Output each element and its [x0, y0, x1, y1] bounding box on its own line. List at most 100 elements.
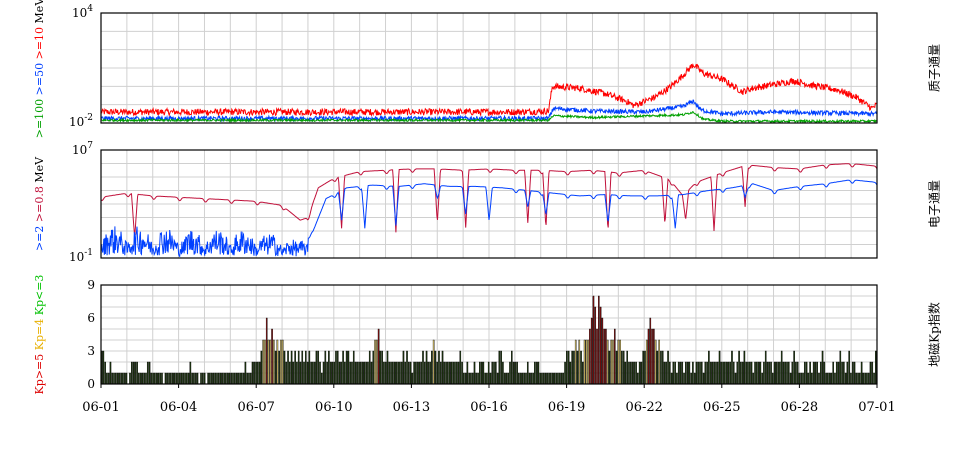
- kp-bar: [622, 350, 625, 385]
- kp-bar: [761, 372, 763, 385]
- kp-bar: [450, 361, 453, 385]
- kp-bar: [491, 361, 494, 385]
- kp-bar: [612, 339, 614, 385]
- kp-bar: [626, 350, 628, 385]
- kp-bar: [544, 372, 547, 385]
- kp-bar: [336, 350, 339, 385]
- kp-bar: [200, 372, 202, 385]
- kp-bar: [434, 350, 437, 385]
- kp-bar: [443, 361, 446, 385]
- kp-bar: [484, 372, 486, 385]
- kp-bar: [351, 361, 353, 385]
- y-label-part: >=100: [33, 99, 46, 138]
- kp-bar: [816, 361, 818, 385]
- kp-bar: [305, 350, 307, 385]
- kp-bar: [782, 361, 785, 385]
- kp-bar: [821, 350, 824, 385]
- kp-bar: [598, 295, 600, 385]
- kp-bar: [360, 361, 362, 385]
- kp-bar: [615, 350, 618, 385]
- kp-bar: [438, 350, 440, 385]
- kp-bar: [170, 372, 172, 385]
- kp-bar: [512, 361, 515, 385]
- kp-bar: [333, 361, 335, 385]
- kp-bar: [502, 361, 504, 385]
- kp-bar: [869, 361, 872, 385]
- kp-bar: [384, 361, 387, 385]
- kp-bar: [189, 361, 192, 385]
- kp-bar: [566, 350, 568, 385]
- kp-bar: [528, 372, 531, 385]
- kp-bar: [111, 372, 114, 385]
- kp-bar: [534, 361, 536, 385]
- electron-series-1: [100, 179, 878, 258]
- kp-bar: [249, 372, 252, 385]
- kp-bar: [242, 372, 245, 385]
- kp-bar: [713, 361, 716, 385]
- y-label-part: Kp=4: [33, 319, 46, 354]
- x-tick-label: 06-13: [393, 400, 430, 415]
- kp-bar: [587, 339, 589, 385]
- kp-bar: [447, 361, 449, 385]
- kp-bar: [823, 361, 826, 385]
- kp-bar: [116, 372, 119, 385]
- kp-bar: [186, 372, 188, 385]
- kp-bar: [237, 372, 240, 385]
- kp-bar: [795, 361, 797, 385]
- kp-bar: [706, 361, 708, 385]
- kp-bar: [832, 361, 834, 385]
- kp-bar: [155, 372, 158, 385]
- kp-bar: [223, 372, 225, 385]
- kp-bar: [773, 361, 776, 385]
- kp-bar: [349, 361, 351, 385]
- kp-bar: [123, 372, 126, 385]
- kp-bar: [344, 361, 346, 385]
- kp-bar: [637, 372, 639, 385]
- kp-bar: [399, 361, 401, 385]
- kp-bar: [390, 361, 392, 385]
- kp-bar: [759, 361, 762, 385]
- kp-bar: [676, 372, 678, 385]
- kp-bar: [423, 361, 426, 385]
- kp-bar: [701, 361, 703, 385]
- kp-bar: [233, 372, 236, 385]
- kp-bar: [558, 372, 561, 385]
- kp-bar: [843, 361, 845, 385]
- kp-bar: [297, 350, 300, 385]
- kp-bar: [320, 372, 323, 385]
- kp-bar: [173, 372, 176, 385]
- kp-bar: [255, 361, 257, 385]
- kp-bar: [686, 361, 689, 385]
- kp-bar: [695, 361, 698, 385]
- kp-bar: [361, 361, 364, 385]
- kp-bar: [246, 372, 248, 385]
- kp-bar: [542, 372, 545, 385]
- kp-bar: [120, 372, 122, 385]
- proton-panel-title: 质子通量: [928, 44, 942, 92]
- kp-bar: [411, 372, 414, 385]
- kp-bar: [862, 372, 865, 385]
- kp-bar: [523, 372, 526, 385]
- kp-bar: [557, 372, 559, 385]
- kp-bar: [800, 372, 803, 385]
- kp-bar: [130, 361, 133, 385]
- kp-bar: [278, 350, 280, 385]
- kp-bar: [573, 350, 575, 385]
- kp-bar: [628, 361, 630, 385]
- kp-bar: [772, 372, 774, 385]
- kp-bar: [322, 361, 325, 385]
- kp-bar: [342, 350, 344, 385]
- x-tick-label: 06-22: [625, 400, 662, 415]
- kp-bar: [459, 350, 462, 385]
- kp-bar: [152, 372, 154, 385]
- kp-bar: [164, 372, 167, 385]
- kp-bar: [368, 350, 371, 385]
- kp-bar: [681, 361, 684, 385]
- kp-bar: [702, 372, 705, 385]
- kp-bar: [328, 350, 330, 385]
- kp-bar: [269, 339, 272, 385]
- kp-bar: [766, 361, 769, 385]
- kp-bar: [196, 372, 199, 385]
- kp-bar: [214, 372, 217, 385]
- proton-series-0: [100, 62, 878, 118]
